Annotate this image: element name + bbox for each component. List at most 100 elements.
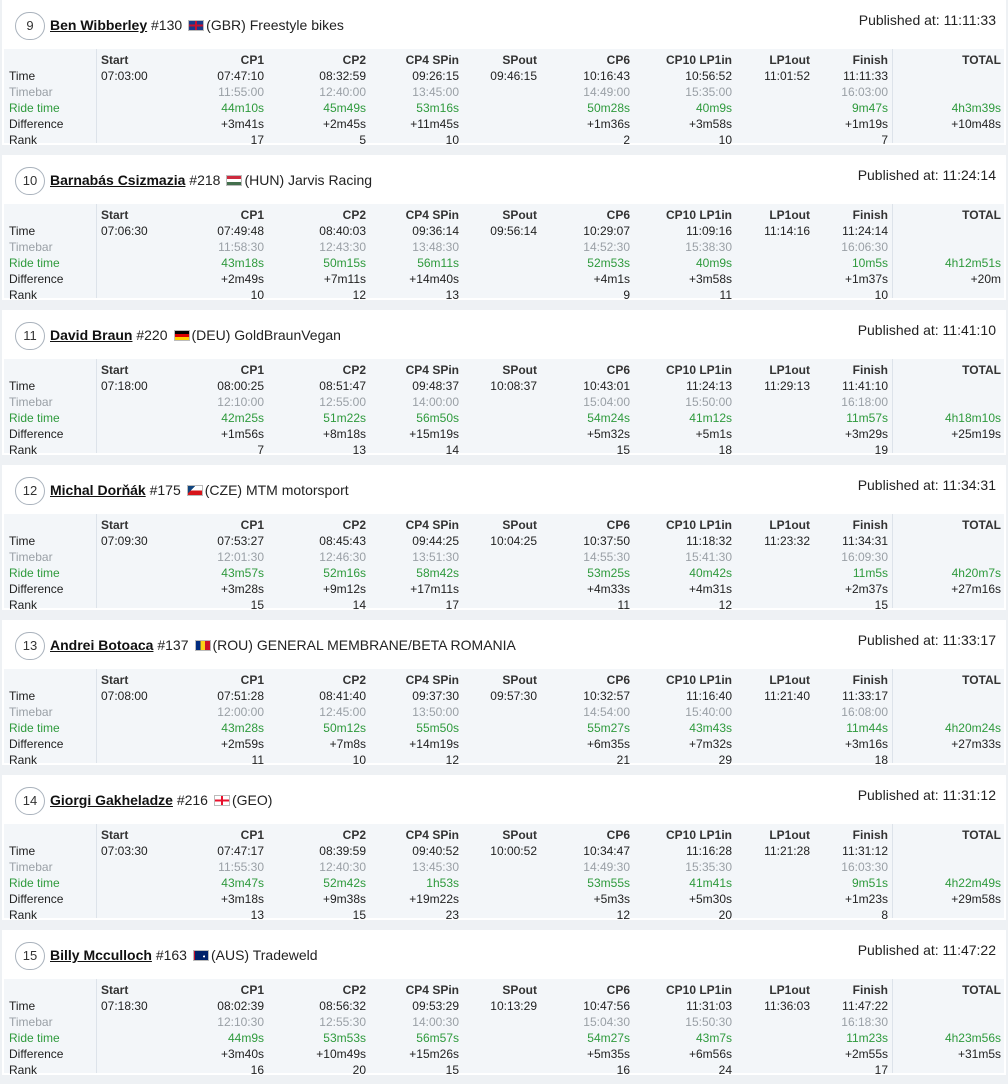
column-header: LP1out — [769, 518, 810, 532]
time-cell: 07:18:30 — [101, 999, 148, 1013]
diff-cell: +7m8s — [329, 737, 366, 751]
rank-cell: 10 — [352, 753, 366, 767]
diff-cell: +5m1s — [695, 427, 732, 441]
timebar-cell: 16:03:00 — [841, 85, 888, 99]
diff-cell: +15m19s — [409, 427, 459, 441]
rider-name-link[interactable]: Barnabás Csizmazia — [50, 172, 186, 188]
column-header: TOTAL — [962, 673, 1001, 687]
rank-cell: 12 — [718, 598, 732, 612]
timebar-cell: 16:08:00 — [841, 705, 888, 719]
timebar-cell: 12:43:30 — [319, 240, 366, 254]
timebar-cell: 12:46:30 — [319, 550, 366, 564]
row-label-diff: Difference — [9, 272, 64, 286]
timebar-cell: 14:55:30 — [583, 550, 630, 564]
ride-cell: 40m42s — [689, 566, 732, 580]
timebar-cell: 16:18:00 — [841, 395, 888, 409]
time-cell: 07:49:48 — [217, 224, 264, 238]
rider-country: (GEO) — [231, 792, 273, 808]
rank-cell: 17 — [445, 598, 459, 612]
diff-cell: +5m32s — [586, 427, 630, 441]
column-divider — [892, 49, 893, 143]
time-cell: 07:03:30 — [101, 844, 148, 858]
time-cell: 09:57:30 — [490, 689, 537, 703]
rider-team: Jarvis Racing — [288, 172, 373, 188]
row-label-rank: Rank — [9, 443, 38, 457]
column-header: TOTAL — [962, 53, 1001, 67]
row-label-ride: Ride time — [9, 876, 60, 890]
ride-cell: 43m57s — [221, 566, 264, 580]
row-label-rank: Rank — [9, 753, 38, 767]
column-header: SPout — [502, 363, 537, 377]
published-time: 11:34:31 — [942, 477, 996, 493]
column-divider — [892, 979, 893, 1073]
column-divider — [892, 204, 893, 298]
position-badge: 12 — [15, 477, 45, 505]
split-times-table: Start CP1 CP2 CP4 SPin SPout CP6 CP10 LP1in LP1… — [4, 359, 1004, 457]
ride-cell: 53m25s — [587, 566, 630, 580]
diff-cell: +1m36s — [586, 117, 630, 131]
column-header: LP1out — [769, 828, 810, 842]
rider-info: Michal Dorňák #175 (CZE) MTM motorsport — [50, 482, 349, 498]
rider-number: #218 — [189, 172, 221, 188]
rank-cell: 23 — [445, 908, 459, 922]
time-cell: 11:14:16 — [764, 224, 810, 238]
published-label: Published at: — [857, 167, 939, 183]
column-header: CP4 SPin — [405, 673, 459, 687]
time-cell: 07:53:27 — [217, 534, 264, 548]
cz-flag-icon — [186, 485, 203, 496]
ride-cell: 44m9s — [227, 1031, 264, 1045]
split-times-table: Start CP1 CP2 CP4 SPin SPout CP6 CP10 LP1in LP1… — [4, 979, 1004, 1077]
column-header: CP4 SPin — [405, 208, 459, 222]
ride-cell: 55m27s — [587, 721, 630, 735]
column-header: Start — [101, 363, 129, 377]
rank-cell: 24 — [718, 1063, 732, 1077]
rider-name-link[interactable]: Michal Dorňák — [50, 482, 146, 498]
timebar-cell: 15:38:30 — [685, 240, 732, 254]
column-header: LP1out — [769, 363, 810, 377]
rank-cell: 17 — [874, 1063, 888, 1077]
column-header: SPout — [502, 673, 537, 687]
ride-cell: 43m47s — [221, 876, 264, 890]
row-label-timebar: Timebar — [9, 550, 53, 564]
rider-name-link[interactable]: Giorgi Gakheladze — [50, 792, 173, 808]
rider-name-link[interactable]: David Braun — [50, 327, 133, 343]
row-label-diff: Difference — [9, 1047, 64, 1061]
time-cell: 11:21:28 — [764, 844, 810, 858]
ride-cell: 58m42s — [416, 566, 459, 580]
diff-cell: +2m55s — [844, 1047, 888, 1061]
ride-cell: 43m28s — [221, 721, 264, 735]
rank-cell: 15 — [445, 1063, 459, 1077]
timebar-cell: 14:52:30 — [583, 240, 630, 254]
diff-cell: +10m48s — [951, 117, 1001, 131]
ride-cell: 40m9s — [695, 256, 732, 270]
rank-cell: 18 — [718, 443, 732, 457]
column-header: SPout — [502, 53, 537, 67]
column-header: CP10 LP1in — [665, 363, 732, 377]
rider-name-link[interactable]: Andrei Botoaca — [50, 637, 154, 653]
diff-cell: +5m30s — [688, 892, 732, 906]
rider-info: David Braun #220 (DEU) GoldBraunVegan — [50, 327, 341, 343]
diff-cell: +3m58s — [688, 272, 732, 286]
rider-name-link[interactable]: Ben Wibberley — [50, 17, 148, 33]
rider-team: Tradeweld — [252, 947, 318, 963]
time-cell: 10:08:37 — [490, 379, 537, 393]
published-at: Published at: 11:11:33 — [859, 12, 996, 28]
rider-name-link[interactable]: Billy Mcculloch — [50, 947, 152, 963]
time-cell: 11:29:13 — [764, 379, 810, 393]
rider-card: 9 Ben Wibberley #130 (GBR) Freestyle bikes… — [2, 0, 1006, 147]
published-time: 11:31:12 — [942, 787, 996, 803]
ride-cell: 4h18m10s — [944, 411, 1001, 425]
rank-cell: 18 — [874, 753, 888, 767]
published-time: 11:47:22 — [942, 942, 996, 958]
rider-info: Billy Mcculloch #163 (AUS) Tradeweld — [50, 947, 318, 963]
column-divider — [96, 204, 97, 298]
row-label-time: Time — [9, 999, 36, 1013]
published-label: Published at: — [857, 322, 939, 338]
column-header: SPout — [502, 828, 537, 842]
time-cell: 08:41:40 — [319, 689, 366, 703]
time-cell: 09:56:14 — [490, 224, 537, 238]
time-cell: 09:48:37 — [412, 379, 459, 393]
time-cell: 10:34:47 — [583, 844, 630, 858]
column-header: CP1 — [240, 828, 264, 842]
diff-cell: +15m26s — [409, 1047, 459, 1061]
